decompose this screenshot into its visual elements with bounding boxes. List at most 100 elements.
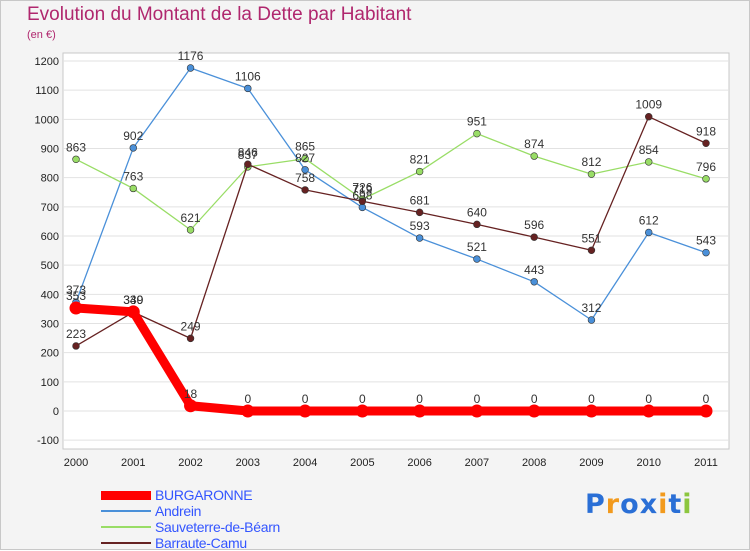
y-tick-label: 600: [41, 231, 59, 243]
data-point: [645, 158, 653, 166]
data-label: 902: [123, 129, 143, 143]
legend-label: BURGARONNE: [155, 487, 253, 503]
data-point: [530, 233, 538, 241]
data-point: [645, 113, 653, 121]
data-point: [301, 166, 309, 174]
data-point: [186, 226, 195, 234]
data-point: [530, 152, 538, 160]
data-label: 726: [352, 180, 372, 194]
data-label: 1176: [178, 49, 204, 63]
plot-area: [62, 52, 730, 450]
data-label: 223: [66, 327, 86, 341]
data-point: [415, 234, 424, 242]
data-label: 1106: [235, 69, 261, 83]
data-label: 0: [244, 392, 251, 406]
data-point: [72, 155, 80, 163]
x-tick-label: 2000: [64, 457, 88, 469]
data-label: 1009: [635, 98, 662, 112]
data-label: 827: [295, 151, 315, 165]
data-label: 596: [524, 218, 544, 232]
series-line-0: [71, 303, 711, 416]
x-tick-label: 2010: [636, 457, 660, 469]
data-label: 443: [524, 263, 544, 277]
data-label: 612: [639, 214, 659, 228]
data-label: 593: [410, 219, 430, 233]
y-tick-label: 1000: [35, 114, 59, 126]
data-point: [415, 167, 424, 176]
data-label: 865: [295, 140, 315, 154]
data-label: 812: [581, 155, 601, 169]
data-point: [702, 248, 710, 257]
data-point: [69, 301, 83, 315]
chart-subtitle: (en €): [27, 29, 56, 41]
data-label: 0: [588, 392, 595, 406]
x-tick-label: 2006: [407, 457, 431, 469]
data-point: [301, 186, 309, 194]
data-point: [129, 184, 137, 193]
y-tick-label: 700: [41, 202, 59, 214]
logo-letter: t: [668, 489, 683, 520]
proxiti-logo: Proxiti: [585, 489, 693, 520]
data-label: 373: [66, 283, 86, 297]
data-point: [298, 404, 312, 418]
x-tick-label: 2003: [236, 457, 260, 469]
y-tick-label: 200: [41, 348, 59, 360]
data-label: 521: [467, 240, 487, 254]
data-point: [587, 170, 596, 178]
data-label: 719: [352, 182, 372, 196]
data-label: 763: [123, 169, 143, 183]
data-label: 918: [696, 124, 716, 138]
data-label: 0: [359, 392, 366, 406]
data-label: 796: [696, 160, 716, 174]
x-tick-label: 2008: [522, 457, 546, 469]
data-label: 339: [123, 293, 143, 307]
data-point: [184, 399, 198, 413]
data-point: [699, 404, 713, 418]
data-label: 249: [181, 319, 201, 333]
data-point: [358, 197, 367, 205]
data-label: 698: [352, 188, 372, 202]
legend-swatch: [101, 526, 151, 528]
data-label: 821: [410, 153, 430, 167]
data-point: [527, 404, 541, 418]
data-label: 0: [416, 392, 423, 406]
data-label: 837: [238, 148, 258, 162]
data-label: 543: [696, 234, 716, 248]
x-tick-label: 2002: [178, 457, 202, 469]
data-label: 340: [123, 293, 143, 307]
data-label: 846: [238, 145, 258, 159]
y-tick-label: 0: [53, 406, 59, 418]
data-label: 951: [467, 115, 487, 129]
data-label: 863: [66, 140, 86, 154]
x-tick-label: 2011: [694, 457, 718, 469]
x-tick-label: 2004: [293, 457, 317, 469]
data-point: [473, 255, 481, 263]
x-tick-label: 2007: [465, 457, 489, 469]
data-point: [355, 404, 369, 418]
data-point: [642, 404, 656, 418]
y-tick-label: 500: [41, 260, 59, 272]
data-point: [530, 278, 538, 286]
data-point: [702, 175, 710, 183]
data-label: 18: [184, 387, 198, 401]
logo-letter: i: [658, 489, 669, 520]
data-point: [129, 144, 137, 152]
data-point: [587, 316, 596, 324]
logo-letter: i: [682, 489, 693, 520]
logo-letter: x: [639, 489, 659, 520]
chart-title: Evolution du Montant de la Dette par Hab…: [27, 4, 412, 25]
data-label: 0: [703, 392, 710, 406]
data-label: 312: [581, 301, 601, 315]
logo-letter: o: [620, 489, 640, 520]
data-label: 0: [302, 392, 309, 406]
logo-letter: P: [585, 489, 606, 520]
data-point: [473, 220, 481, 229]
y-tick-label: -100: [37, 435, 59, 447]
y-tick-label: 1100: [35, 85, 59, 97]
data-point: [186, 334, 195, 343]
legend-label: Andrein: [155, 503, 202, 519]
legend-label: Sauveterre-de-Béarn: [155, 519, 281, 535]
data-point: [645, 228, 653, 237]
y-tick-label: 1200: [35, 56, 59, 68]
